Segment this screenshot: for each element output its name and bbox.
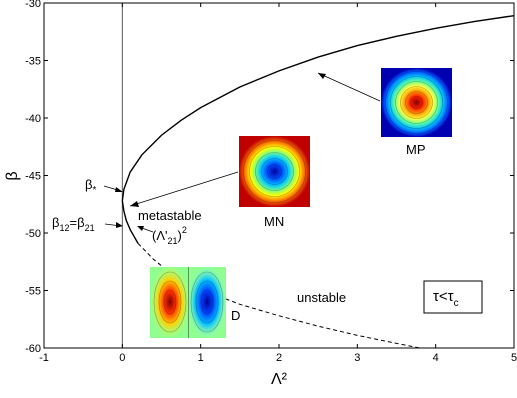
x-tick-label: 4 — [433, 352, 439, 364]
lambda-arrowhead — [137, 226, 144, 231]
mn-arrow — [129, 171, 239, 207]
mn-arrowhead — [130, 201, 139, 207]
series-line-1 — [121, 14, 515, 201]
y-tick-label: -35 — [25, 56, 41, 68]
mp-inset — [381, 68, 452, 137]
y-tick-label: -45 — [25, 171, 41, 183]
d-label: D — [231, 308, 240, 323]
tau-box — [423, 280, 483, 314]
y-tick-label: -30 — [25, 0, 41, 10]
arrows — [103, 72, 381, 233]
mn-label: MN — [264, 214, 284, 229]
y-tick-label: -55 — [25, 286, 41, 298]
unstable-label: unstable — [297, 290, 346, 305]
beta-star-label: β* — [85, 177, 96, 196]
mp-label: MP — [406, 142, 426, 157]
metastable-label: metastable — [138, 208, 202, 223]
y-tick-label: -40 — [25, 113, 41, 125]
beta12-label: β12=β21 — [52, 215, 95, 233]
x-tick-label: 5 — [511, 352, 517, 364]
lambda21-label: (Λ'21)2 — [152, 225, 187, 246]
x-tick-label: 3 — [354, 352, 360, 364]
y-tick-label: -50 — [25, 228, 41, 240]
y-tick-label: -60 — [25, 343, 41, 355]
tau-label: τ<τc — [433, 288, 459, 309]
y-axis-label: β — [4, 171, 21, 180]
mn-inset — [239, 136, 310, 207]
beta-star-arrowhead — [115, 187, 123, 192]
ticks: -1 0 1 2 3 4 5 -30 -35 -40 -45 -50 -55 -60 — [25, 0, 517, 364]
x-tick-label: 1 — [198, 352, 204, 364]
mp-arrow — [317, 72, 381, 102]
x-tick-label: 0 — [119, 352, 125, 364]
beta12-arrowhead — [116, 222, 123, 228]
mp-arrowhead — [318, 73, 326, 79]
x-axis-label: Λ² — [271, 371, 288, 388]
x-tick-label: 2 — [276, 352, 282, 364]
series-line-2 — [121, 200, 139, 244]
x-tick-label: -1 — [39, 352, 49, 364]
d-inset — [150, 265, 227, 339]
